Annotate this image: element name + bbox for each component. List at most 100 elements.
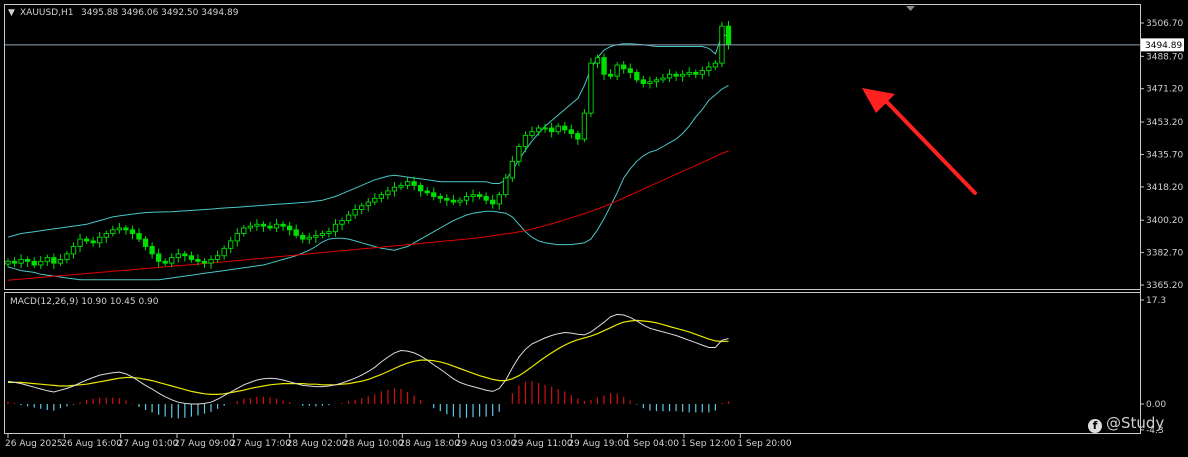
- macd-axis-ticks: 17.3 0.00 -4.3: [1140, 296, 1166, 436]
- candle-body: [182, 253, 188, 257]
- candle-body: [254, 223, 260, 227]
- watermark-text: @Study: [1106, 414, 1165, 432]
- candle-body: [411, 181, 417, 186]
- candle-body: [267, 225, 273, 229]
- candle-body: [549, 127, 555, 133]
- candle-body: [621, 64, 627, 70]
- candle-body: [149, 246, 155, 255]
- candle-body: [273, 223, 280, 229]
- price-tick-label: 3488.70: [1146, 52, 1183, 62]
- candle-body: [57, 258, 64, 264]
- candle-body: [660, 77, 666, 81]
- bollinger-lower-line: [7, 84, 729, 281]
- candle-body: [38, 260, 44, 266]
- candle-body: [247, 225, 253, 229]
- time-tick-label: 1 Sep 20:00: [737, 439, 792, 449]
- moving-average: [7, 150, 729, 281]
- candle-body: [470, 194, 476, 197]
- macd-signal-line: [8, 319, 729, 395]
- candle-body: [457, 199, 463, 203]
- candle-body: [634, 71, 640, 81]
- macd-main-line: [7, 313, 729, 405]
- candle-body: [601, 57, 607, 75]
- candle-body: [575, 133, 581, 140]
- candle-body: [503, 177, 509, 196]
- candle-body: [83, 238, 90, 242]
- candle-body: [562, 125, 568, 131]
- candle-body: [31, 260, 37, 266]
- chart-shift-marker[interactable]: [906, 6, 915, 11]
- candle-body: [640, 79, 647, 84]
- macd-tick-label: 0.00: [1146, 400, 1166, 410]
- candle-body: [647, 81, 653, 84]
- candle-body: [142, 238, 149, 247]
- time-tick-label: 1 Sep 04:00: [625, 439, 680, 449]
- price-tick-label: 3435.70: [1146, 150, 1183, 160]
- price-tick-label: 3400.20: [1146, 216, 1183, 226]
- macd-header: MACD(12,26,9) 10.90 10.45 0.90: [10, 297, 159, 307]
- candle-body: [293, 229, 299, 236]
- current-price-box: [1141, 38, 1184, 52]
- price-tick-label: 3418.20: [1146, 183, 1183, 193]
- candle-body: [398, 184, 404, 188]
- candle-body: [214, 255, 221, 260]
- candle-body: [378, 194, 384, 199]
- candle-body: [5, 260, 11, 265]
- dropdown-marker-icon[interactable]: ▼: [8, 8, 15, 18]
- candle-body: [287, 225, 293, 231]
- candle-body: [614, 64, 620, 77]
- candle-body: [693, 71, 699, 75]
- candle-body: [450, 199, 457, 203]
- candle-body: [424, 190, 430, 194]
- candle-body: [110, 229, 116, 234]
- candle-body: [97, 236, 103, 244]
- price-tick-label: 3471.20: [1146, 85, 1183, 95]
- time-tick-label: 26 Aug 16:00: [61, 439, 122, 449]
- candle-body: [345, 214, 352, 222]
- candle-body: [352, 209, 358, 216]
- price-axis-ticks: 3506.70 3488.70 3471.20 3453.20 3435.70 3418.…: [1140, 19, 1183, 291]
- candle-body: [476, 194, 483, 197]
- candle-body: [241, 227, 247, 234]
- candle-body: [522, 134, 529, 147]
- candle-body: [64, 253, 70, 260]
- candle-body: [51, 257, 57, 264]
- candle-body: [594, 57, 601, 64]
- candle-body: [208, 258, 214, 264]
- time-tick-label: 29 Aug 03:00: [456, 439, 517, 449]
- price-tick-label: 3453.20: [1146, 118, 1183, 128]
- candle-body: [70, 246, 77, 255]
- candle-body: [699, 70, 705, 75]
- candle-body: [365, 201, 371, 207]
- candle-body: [339, 220, 345, 225]
- candle-body: [260, 223, 267, 227]
- candle-body: [496, 194, 502, 205]
- candle-body: [175, 253, 181, 259]
- candle-body: [372, 197, 378, 203]
- time-tick-label: 29 Aug 11:00: [512, 439, 573, 449]
- ohlc-values: 3495.88 3496.06 3492.50 3494.89: [81, 8, 239, 18]
- candle-body: [313, 234, 319, 238]
- macd-tick-label: 17.3: [1146, 296, 1166, 306]
- current-price-label: 3494.89: [1145, 41, 1182, 51]
- time-tick-label: 28 Aug 02:00: [287, 439, 348, 449]
- facebook-icon: f: [1088, 419, 1102, 433]
- candle-body: [437, 196, 443, 199]
- price-tick-label: 3365.20: [1146, 281, 1183, 291]
- time-tick-label: 27 Aug 09:00: [174, 439, 235, 449]
- candle-body: [169, 257, 175, 264]
- time-tick-label: 1 Sep 12:00: [681, 439, 736, 449]
- candle-body: [155, 253, 162, 262]
- candle-body: [404, 181, 411, 186]
- moving-average-line: [7, 150, 729, 281]
- candle-body: [431, 192, 437, 197]
- candle-body: [332, 223, 339, 233]
- candle-body: [706, 66, 712, 72]
- price-tick-label: 3506.70: [1146, 19, 1183, 29]
- candle-body: [77, 238, 83, 247]
- candle-body: [44, 257, 50, 262]
- candle-body: [228, 240, 234, 249]
- candle-body: [221, 247, 227, 257]
- candle-body: [555, 125, 561, 133]
